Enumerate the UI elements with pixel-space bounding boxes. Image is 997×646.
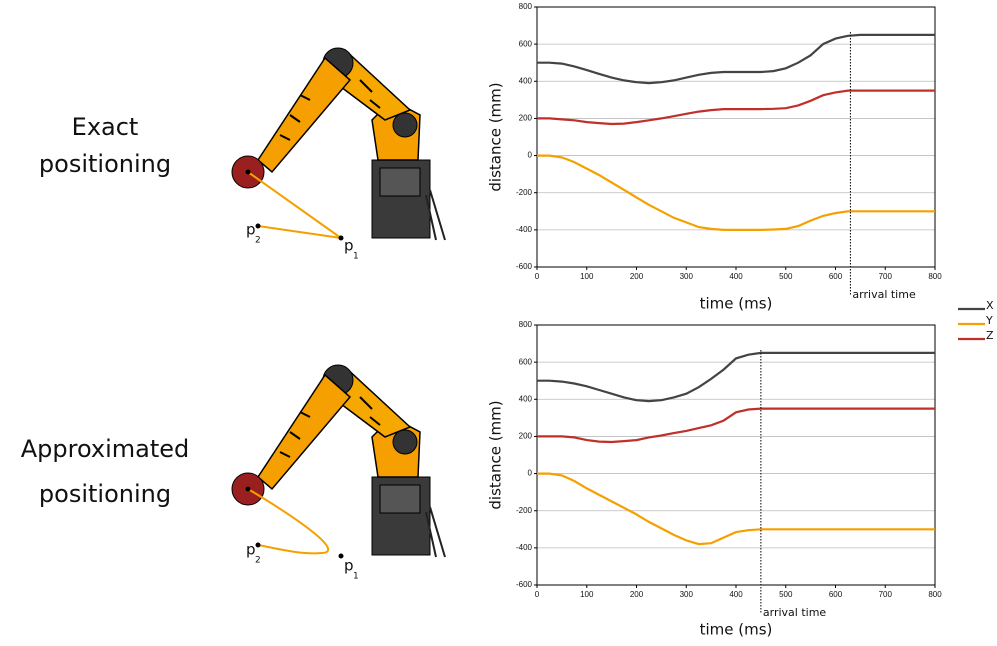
- point: [256, 543, 261, 548]
- legend-label: X: [986, 299, 994, 312]
- point-index: 1: [353, 572, 359, 582]
- y-tick-label: 0: [528, 151, 533, 160]
- y-axis-label: distance (mm): [487, 82, 505, 191]
- y-tick-label: -600: [516, 262, 533, 271]
- robot-illustration: [232, 48, 445, 240]
- y-tick-label: -400: [516, 543, 533, 552]
- caption: Approximated: [21, 435, 190, 463]
- y-tick-label: 0: [528, 469, 533, 478]
- y-tick-label: 400: [519, 394, 533, 403]
- path-exact: [248, 172, 341, 238]
- x-axis-label: time (ms): [700, 295, 773, 313]
- robot-illustration: [232, 365, 445, 557]
- x-tick-label: 100: [580, 590, 594, 599]
- point: [339, 554, 344, 559]
- y-tick-label: 600: [519, 39, 533, 48]
- y-tick-label: -400: [516, 225, 533, 234]
- series-line: [537, 409, 935, 442]
- legend-label: Y: [985, 314, 993, 327]
- x-axis-label: time (ms): [700, 621, 773, 639]
- y-axis-label: distance (mm): [487, 400, 505, 509]
- plot-frame: [537, 7, 935, 267]
- x-tick-label: 300: [680, 590, 694, 599]
- y-tick-label: 200: [519, 114, 533, 123]
- y-tick-label: -200: [516, 188, 533, 197]
- point-index: 2: [255, 556, 261, 566]
- point: [256, 224, 261, 229]
- x-tick-label: 600: [829, 272, 843, 281]
- x-tick-label: 800: [928, 272, 942, 281]
- x-tick-label: 100: [580, 272, 594, 281]
- caption: positioning: [39, 150, 171, 178]
- annotation: arrival time: [763, 606, 827, 619]
- y-tick-label: 800: [519, 320, 533, 329]
- x-tick-label: 0: [535, 272, 540, 281]
- legend-label: Z: [986, 329, 994, 342]
- series-line: [537, 474, 935, 544]
- x-tick-label: 400: [729, 590, 743, 599]
- x-tick-label: 200: [630, 590, 644, 599]
- caption: positioning: [39, 480, 171, 508]
- x-tick-label: 400: [729, 272, 743, 281]
- x-tick-label: 0: [535, 590, 540, 599]
- x-tick-label: 300: [680, 272, 694, 281]
- y-tick-label: 200: [519, 432, 533, 441]
- plot-frame: [537, 325, 935, 585]
- x-tick-label: 800: [928, 590, 942, 599]
- y-tick-label: -600: [516, 580, 533, 589]
- figure: Exact positioning Approximated positioni…: [0, 0, 997, 646]
- series-line: [537, 91, 935, 124]
- point: [246, 487, 251, 492]
- series-line: [537, 353, 935, 401]
- x-tick-label: 600: [829, 590, 843, 599]
- point-index: 2: [255, 236, 261, 246]
- point-index: 1: [353, 252, 359, 262]
- series-line: [537, 35, 935, 83]
- x-tick-label: 500: [779, 590, 793, 599]
- x-tick-label: 200: [630, 272, 644, 281]
- y-tick-label: 600: [519, 357, 533, 366]
- x-tick-label: 700: [879, 272, 893, 281]
- y-tick-label: -200: [516, 506, 533, 515]
- annotation: arrival time: [852, 288, 916, 301]
- point: [339, 236, 344, 241]
- point: [246, 170, 251, 175]
- x-tick-label: 700: [879, 590, 893, 599]
- caption: Exact: [72, 113, 139, 141]
- y-tick-label: 400: [519, 76, 533, 85]
- y-tick-label: 800: [519, 2, 533, 11]
- x-tick-label: 500: [779, 272, 793, 281]
